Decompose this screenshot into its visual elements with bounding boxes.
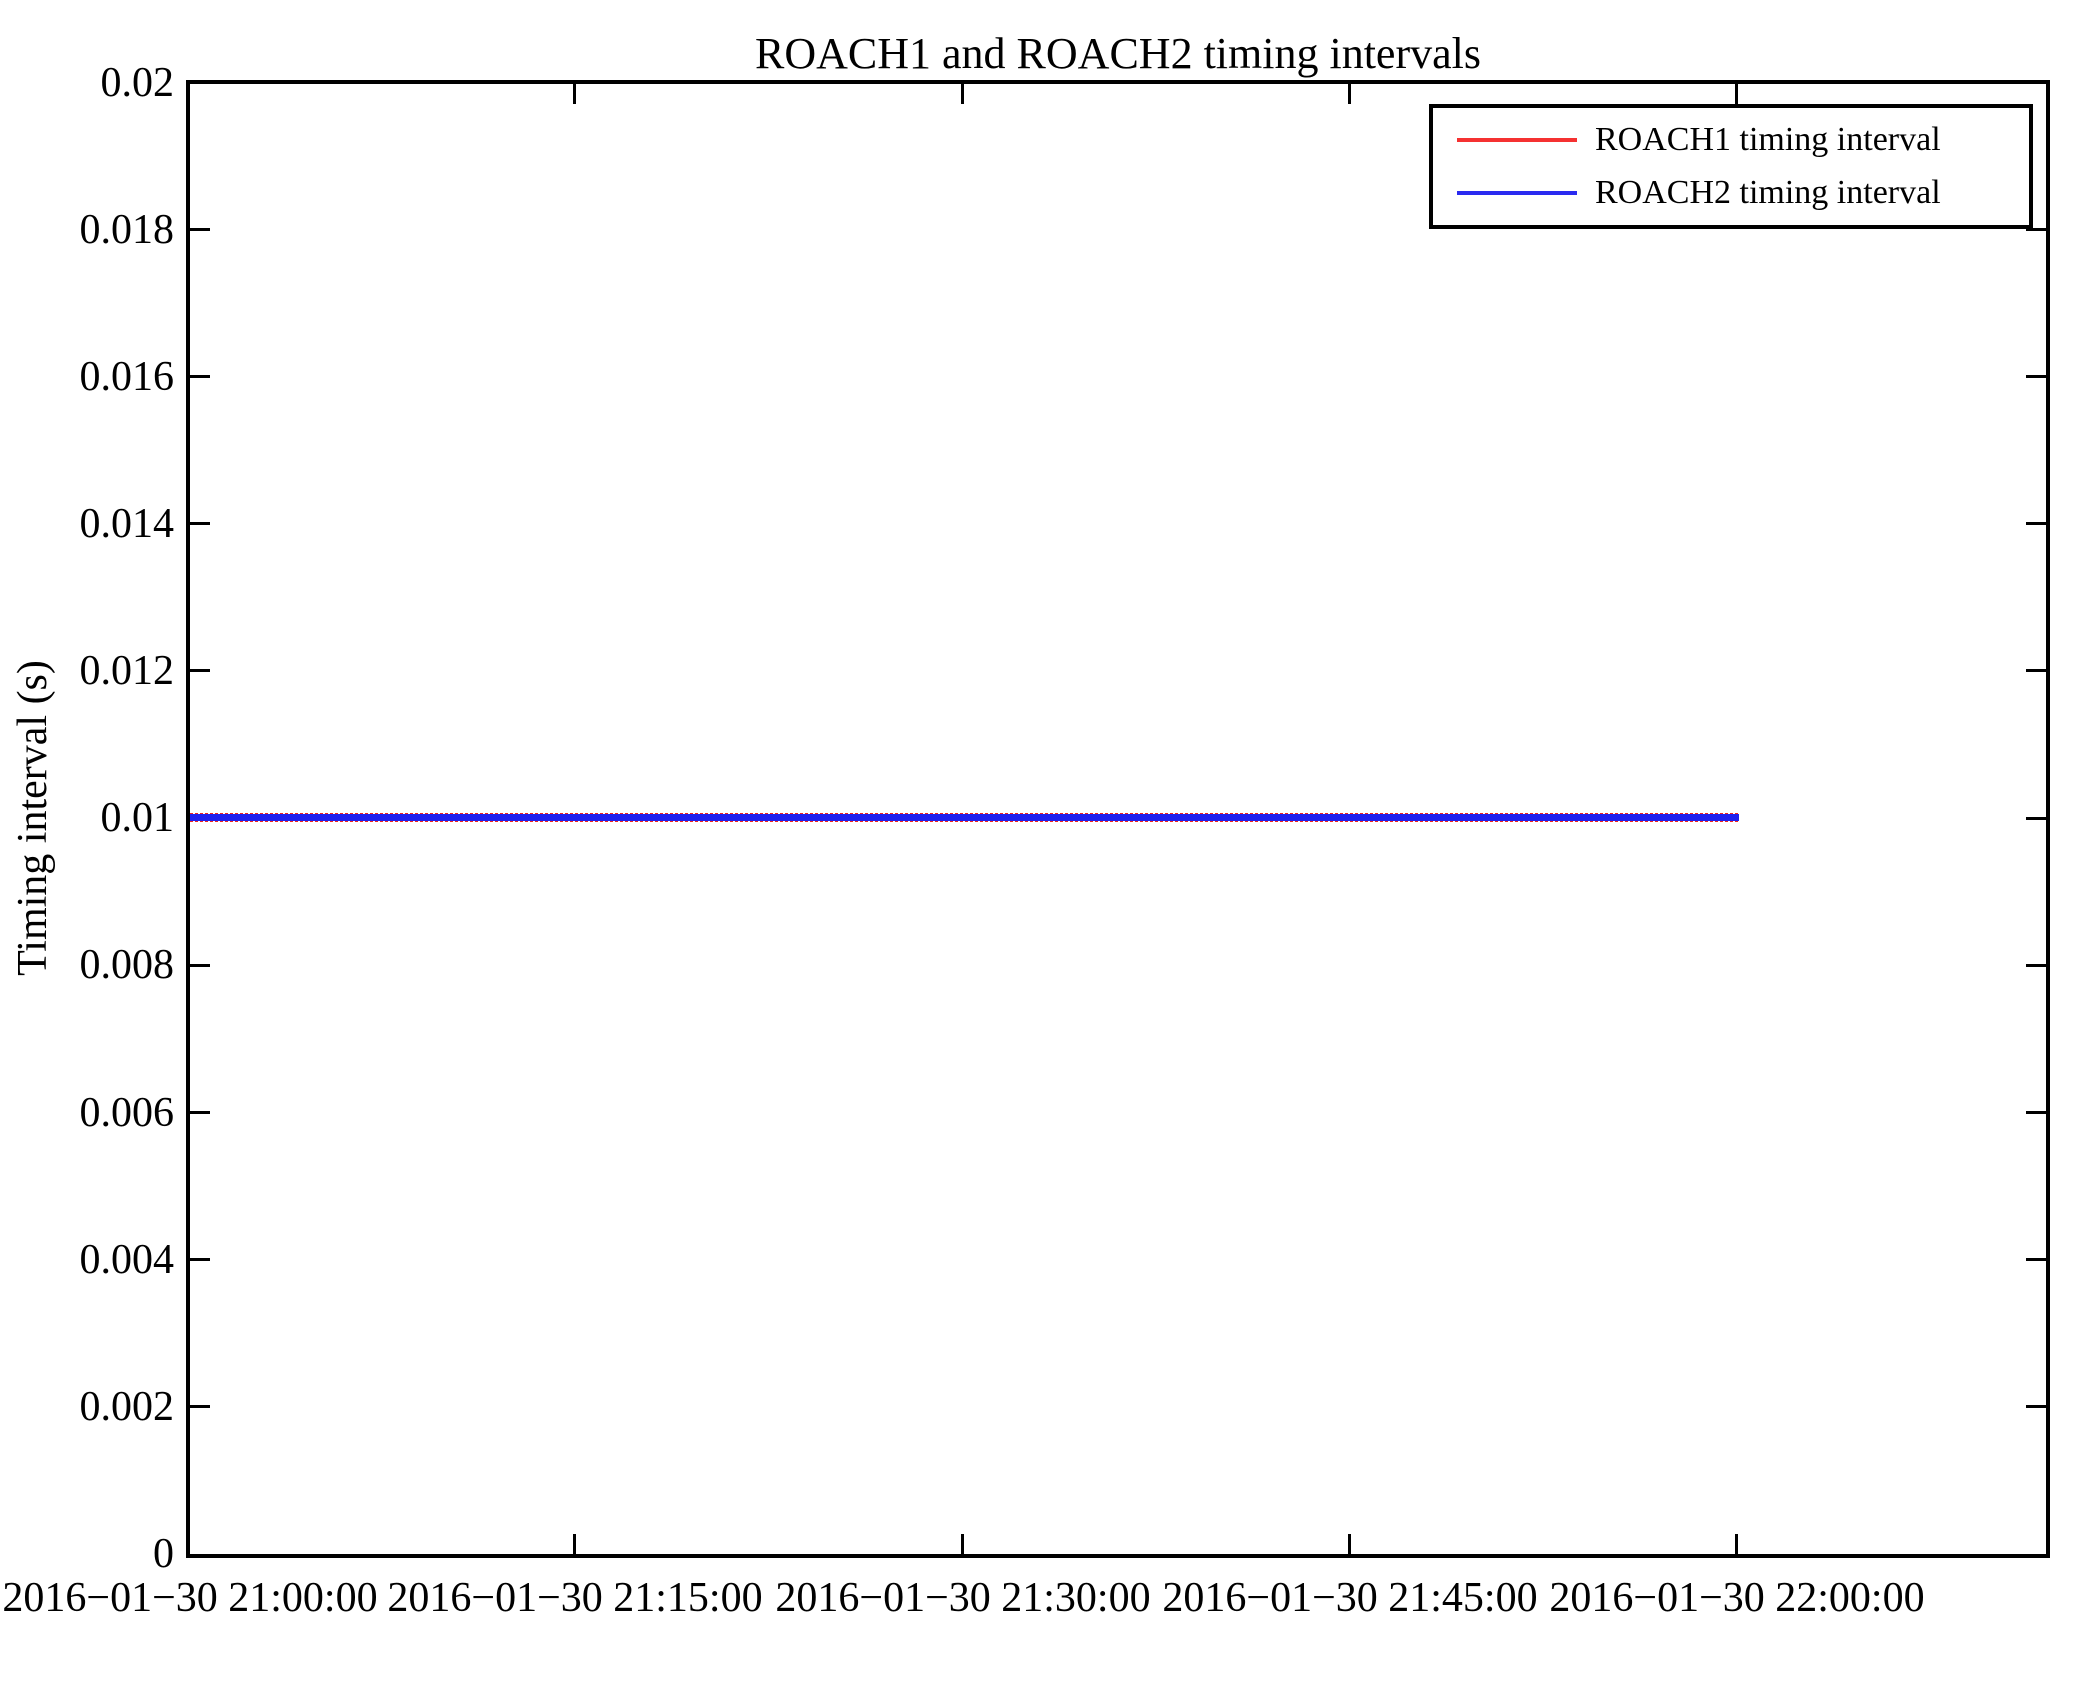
x-tick-label: 2016−01−30 21:45:00 (1162, 1575, 1538, 1621)
y-tick-label: 0.02 (100, 60, 175, 106)
legend: ROACH1 timing interval ROACH2 timing int… (1429, 104, 2033, 229)
y-tick-label: 0.008 (79, 942, 175, 988)
data-line-roach2 (190, 814, 1739, 821)
y-tick-left (190, 669, 210, 672)
y-tick-label: 0 (153, 1531, 174, 1577)
x-tick-bottom (573, 1534, 576, 1554)
y-tick-left (190, 228, 210, 231)
y-tick-right (2026, 522, 2046, 525)
x-tick-top (573, 84, 576, 104)
y-tick-right (2026, 1405, 2046, 1408)
y-tick-label: 0.01 (100, 795, 175, 841)
x-tick-bottom (1735, 1534, 1738, 1554)
y-tick-label: 0.014 (79, 501, 175, 547)
y-tick-label: 0.018 (79, 207, 175, 253)
chart-title: ROACH1 and ROACH2 timing intervals (755, 29, 1481, 78)
y-tick-label: 0.012 (79, 648, 175, 694)
y-tick-right (2026, 1111, 2046, 1114)
y-tick-left (190, 522, 210, 525)
y-tick-label: 0.004 (79, 1237, 175, 1283)
legend-label-roach1: ROACH1 timing interval (1595, 121, 1941, 158)
y-tick-right (2026, 669, 2046, 672)
y-tick-left (190, 1258, 210, 1261)
y-tick-left (190, 1405, 210, 1408)
y-tick-label: 0.006 (79, 1090, 175, 1136)
y-tick-right (2026, 964, 2046, 967)
legend-entry-roach2: ROACH2 timing interval (1433, 167, 2029, 220)
x-tick-label: 2016−01−30 21:15:00 (387, 1575, 763, 1621)
y-tick-right (2026, 817, 2046, 820)
y-tick-right (2026, 375, 2046, 378)
data-line-roach1 (190, 813, 1739, 822)
x-tick-top (961, 84, 964, 104)
legend-entry-roach1: ROACH1 timing interval (1433, 114, 2029, 167)
x-tick-bottom (1348, 1534, 1351, 1554)
legend-line-sample-roach2 (1457, 191, 1577, 195)
y-tick-left (190, 375, 210, 378)
y-tick-right (2026, 1258, 2046, 1261)
x-tick-label: 2016−01−30 21:30:00 (775, 1575, 1151, 1621)
y-tick-right (2026, 228, 2046, 231)
x-tick-label: 2016−01−30 21:00:00 (2, 1575, 378, 1621)
legend-label-roach2: ROACH2 timing interval (1595, 174, 1941, 211)
x-tick-label: 2016−01−30 22:00:00 (1549, 1575, 1925, 1621)
y-tick-label: 0.002 (79, 1384, 175, 1430)
x-tick-bottom (961, 1534, 964, 1554)
y-tick-left (190, 964, 210, 967)
x-tick-top (1348, 84, 1351, 104)
legend-line-sample-roach1 (1457, 138, 1577, 142)
plot-area: ROACH1 timing interval ROACH2 timing int… (186, 80, 2050, 1558)
y-tick-label: 0.016 (79, 354, 175, 400)
x-tick-top (1735, 84, 1738, 104)
y-tick-left (190, 1111, 210, 1114)
